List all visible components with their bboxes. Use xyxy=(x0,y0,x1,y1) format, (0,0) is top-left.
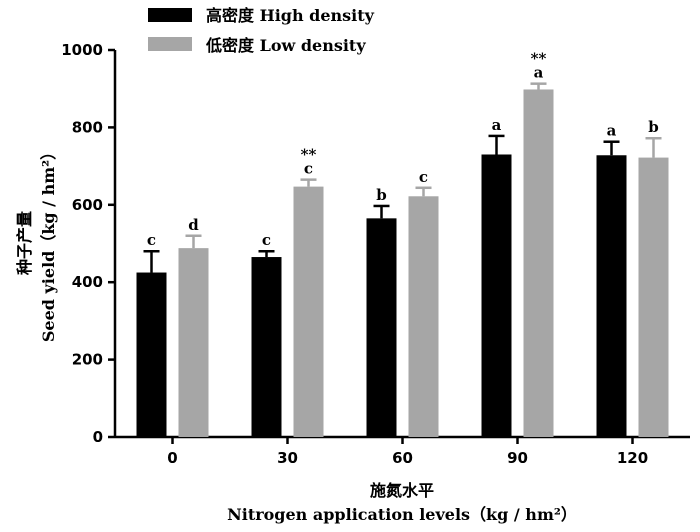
y-axis-title-cn: 种子产量 xyxy=(15,211,34,276)
x-tick-label: 60 xyxy=(392,449,413,467)
bar xyxy=(293,186,324,437)
significance-letter: b xyxy=(648,118,659,136)
y-tick-label: 200 xyxy=(72,351,103,369)
legend-swatch-low-density xyxy=(148,37,192,51)
x-axis-title-en: Nitrogen application levels（kg / hm²） xyxy=(227,505,577,524)
bar xyxy=(178,248,209,437)
bar xyxy=(408,196,439,437)
x-axis-ticks: 0 30 60 90 120 xyxy=(167,437,648,467)
x-tick-label: 90 xyxy=(507,449,528,467)
significance-letter: c xyxy=(147,231,156,249)
significance-letter: c xyxy=(419,168,428,186)
legend: 高密度 High density 低密度 Low density xyxy=(148,6,375,55)
bar xyxy=(523,89,554,437)
significance-letter: c xyxy=(304,160,313,178)
bar xyxy=(136,272,167,437)
bar xyxy=(638,157,669,437)
significance-letter: a xyxy=(534,64,544,82)
significance-letter: d xyxy=(188,216,199,234)
bar xyxy=(596,155,627,437)
significance-letter: a xyxy=(607,122,617,140)
x-tick-label: 30 xyxy=(277,449,298,467)
significance-stars: ** xyxy=(531,50,547,68)
significance-letter: a xyxy=(492,116,502,134)
y-axis-title-en: Seed yield（kg / hm²） xyxy=(39,144,58,342)
x-tick-label: 0 xyxy=(167,449,177,467)
y-axis-ticks: 0 200 400 600 800 1000 xyxy=(61,41,115,446)
significance-stars: ** xyxy=(301,146,317,164)
y-tick-label: 800 xyxy=(72,118,103,136)
legend-swatch-high-density xyxy=(148,8,192,22)
legend-label-low-density: 低密度 Low density xyxy=(205,36,366,55)
bar xyxy=(251,257,282,437)
x-axis-title-cn: 施氮水平 xyxy=(370,481,434,500)
bar xyxy=(366,218,397,437)
significance-letter: c xyxy=(262,231,271,249)
significance-letter: b xyxy=(376,186,387,204)
legend-label-high-density: 高密度 High density xyxy=(206,6,375,25)
bar xyxy=(481,154,512,438)
y-tick-label: 600 xyxy=(72,196,103,214)
y-tick-label: 0 xyxy=(93,428,103,446)
x-tick-label: 120 xyxy=(617,449,648,467)
y-tick-label: 1000 xyxy=(61,41,103,59)
y-tick-label: 400 xyxy=(72,273,103,291)
